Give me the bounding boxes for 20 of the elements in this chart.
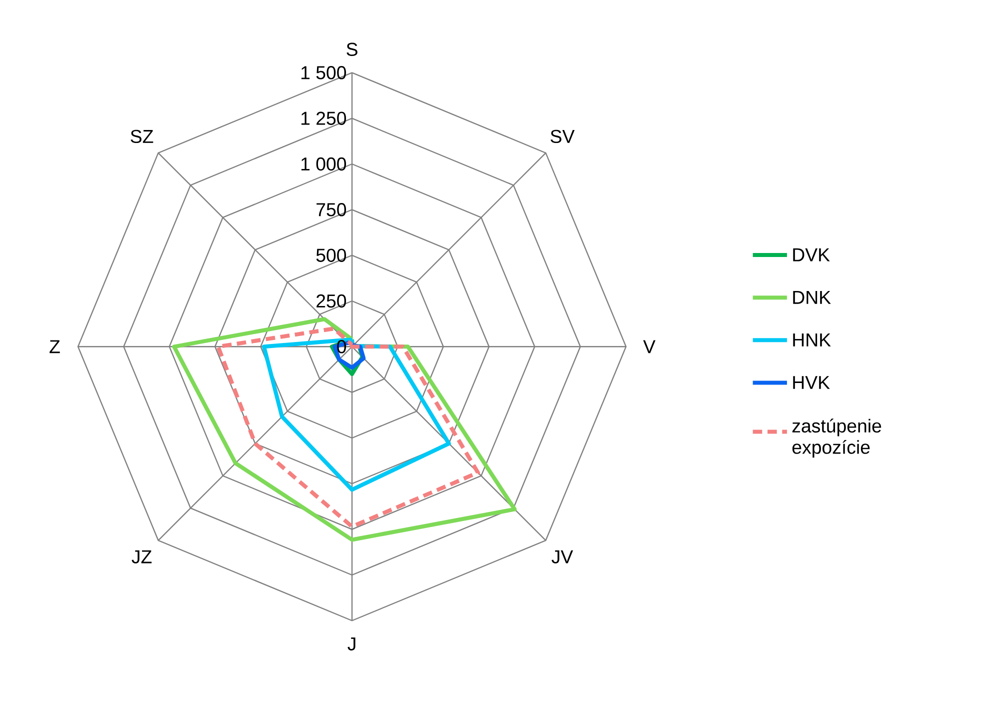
spoke-label: JV — [552, 550, 574, 564]
spoke-label: V — [643, 340, 656, 354]
y-tick-label: 500 — [316, 248, 346, 262]
y-tick-label: 250 — [316, 294, 346, 308]
legend-label: zastúpenie expozície — [792, 418, 882, 458]
legend-label: DNK — [793, 290, 831, 304]
y-tick-label: 750 — [316, 203, 346, 216]
y-tick-label: 1 000 — [301, 157, 346, 171]
spoke-label: SZ — [130, 130, 154, 144]
spoke-label: Z — [50, 340, 60, 354]
y-tick-label: 0 — [337, 340, 346, 354]
y-tick-label: 1 250 — [301, 112, 346, 125]
spoke-label: J — [348, 637, 356, 650]
y-tick-label: 1 500 — [301, 66, 346, 80]
legend-label: HVK — [793, 376, 830, 389]
spoke-label: SV — [550, 130, 575, 144]
legend-label: DVK — [793, 248, 830, 262]
spoke-label: JZ — [132, 550, 152, 564]
legend-label: HNK — [793, 334, 831, 346]
spoke-label: S — [346, 42, 358, 56]
